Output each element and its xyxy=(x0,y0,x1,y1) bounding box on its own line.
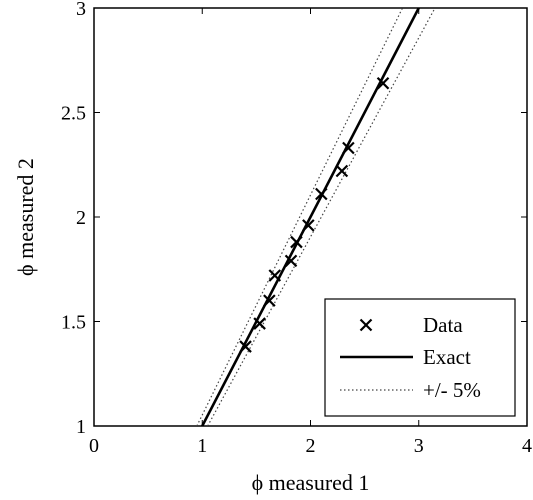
data-point-stroke xyxy=(290,235,303,249)
y-axis-label: ϕ measured 2 xyxy=(13,158,38,276)
data-point xyxy=(342,141,355,155)
y-tick-label: 1.5 xyxy=(61,312,86,334)
x-tick-label: 2 xyxy=(306,435,316,457)
data-point-stroke xyxy=(376,76,390,90)
data-point-stroke xyxy=(284,254,298,268)
legend-item: Data xyxy=(359,313,463,337)
data-point xyxy=(268,269,282,282)
tolerance-line xyxy=(207,8,436,426)
y-tick-label: 1 xyxy=(76,416,86,438)
data-point-stroke xyxy=(239,340,252,353)
legend-label: +/- 5% xyxy=(423,378,481,402)
x-tick-label: 3 xyxy=(414,435,424,457)
data-point-stroke xyxy=(302,219,315,232)
data-point-stroke xyxy=(335,164,349,178)
legend-item: +/- 5% xyxy=(340,378,481,402)
data-point-stroke xyxy=(268,269,282,282)
data-point xyxy=(253,317,266,330)
legend-label: Data xyxy=(423,313,463,337)
data-point xyxy=(376,76,390,90)
x-tick-label: 0 xyxy=(89,435,99,457)
data-point-stroke xyxy=(315,187,328,201)
data-point xyxy=(284,254,298,268)
tolerance-line xyxy=(196,8,404,426)
data-point xyxy=(263,294,276,307)
data-point xyxy=(315,187,328,201)
exact-line xyxy=(201,8,420,426)
y-tick-label: 2 xyxy=(76,207,86,229)
data-point xyxy=(290,235,303,249)
legend-label: Exact xyxy=(423,345,471,369)
legend-marker-x xyxy=(359,318,373,332)
y-tick-label: 2.5 xyxy=(61,103,86,125)
y-tick-label: 3 xyxy=(76,0,86,20)
data-point-stroke xyxy=(263,294,276,307)
legend: Data Exact +/- 5% xyxy=(324,298,516,417)
data-point xyxy=(239,340,252,353)
x-axis-label: ϕ measured 1 xyxy=(252,470,370,495)
x-tick-label: 4 xyxy=(522,435,532,457)
data-point-stroke xyxy=(253,317,266,330)
x-tick-label: 1 xyxy=(197,435,207,457)
data-point xyxy=(335,164,349,178)
data-point xyxy=(302,219,315,232)
ticks: 0 1 2 3 411.522.53 xyxy=(61,0,532,457)
series-layer xyxy=(196,8,436,426)
legend-item: Exact xyxy=(340,345,471,369)
data-point-stroke xyxy=(342,141,355,155)
